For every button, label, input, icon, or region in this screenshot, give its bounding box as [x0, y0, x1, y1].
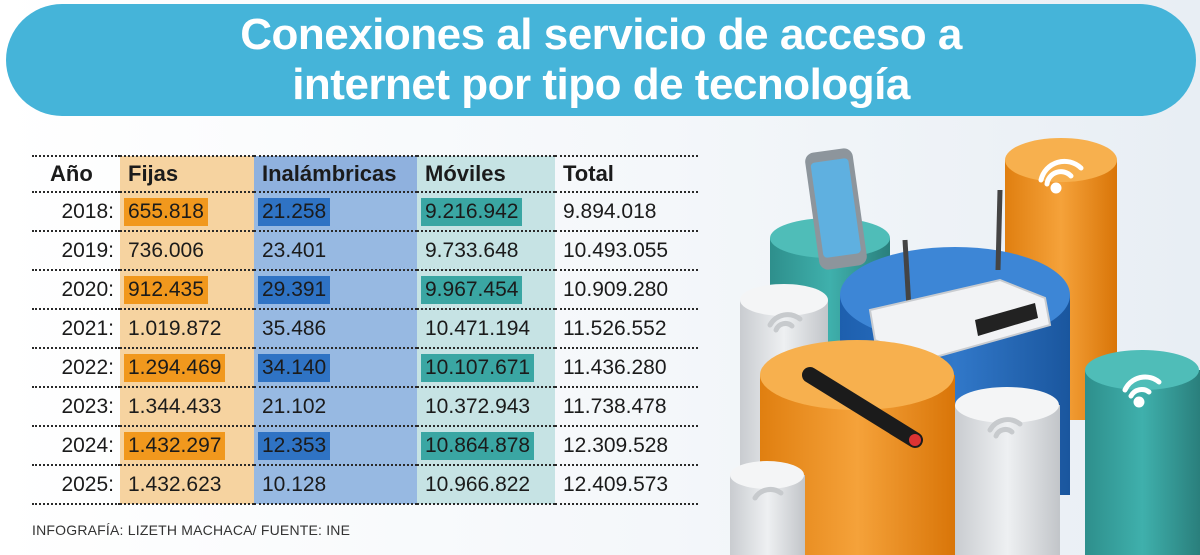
cell-inalambricas-value: 12.353: [258, 431, 331, 460]
header-moviles: Móviles: [417, 155, 555, 193]
cell-fijas: 1.432.623: [120, 465, 254, 505]
table-row: 2022: 1.294.469 34.140 10.107.671 11.436…: [32, 348, 698, 388]
cell-inalambricas: 12.353: [254, 426, 417, 466]
header-inalambricas: Inalámbricas: [254, 155, 417, 193]
table-row: 2020: 912.435 29.391 9.967.454 10.909.28…: [32, 270, 698, 310]
cell-moviles-value: 9.967.454: [421, 275, 523, 304]
cell-fijas: 1.019.872: [120, 309, 254, 349]
cell-total: 10.909.280: [555, 270, 698, 310]
cell-fijas: 736.006: [120, 231, 254, 271]
cell-inalambricas: 23.401: [254, 231, 417, 271]
header-fijas: Fijas: [120, 155, 254, 193]
cell-inalambricas: 29.391: [254, 270, 417, 310]
cylinder-grey-small: [730, 461, 805, 555]
cell-total: 11.738.478: [555, 387, 698, 427]
table-row: 2025: 1.432.623 10.128 10.966.822 12.409…: [32, 465, 698, 505]
cell-total: 12.409.573: [555, 465, 698, 505]
cell-fijas-value: 1.294.469: [124, 353, 226, 382]
credit-line: INFOGRAFÍA: LIZETH MACHACA/ FUENTE: INE: [32, 522, 351, 538]
cell-year: 2023:: [32, 387, 120, 427]
cell-year: 2025:: [32, 465, 120, 505]
cell-moviles: 10.107.671: [417, 348, 555, 388]
title-line-1: Conexiones al servicio de acceso a: [240, 10, 962, 59]
table-row: 2018: 655.818 21.258 9.216.942 9.894.018: [32, 192, 698, 232]
cell-year: 2021:: [32, 309, 120, 349]
header-total: Total: [555, 155, 698, 193]
cell-inalambricas-value: 29.391: [258, 275, 331, 304]
title-banner: Conexiones al servicio de acceso a inter…: [6, 4, 1196, 116]
cell-fijas: 1.344.433: [120, 387, 254, 427]
cylinder-teal-front: [1085, 350, 1200, 555]
cell-inalambricas: 21.258: [254, 192, 417, 232]
cell-fijas: 655.818: [120, 192, 254, 232]
wifi-icon: [1038, 158, 1084, 194]
cell-moviles-value: 9.216.942: [421, 197, 523, 226]
cell-moviles: 9.216.942: [417, 192, 555, 232]
cell-inalambricas-value: 21.258: [258, 197, 331, 226]
table-row: 2019: 736.006 23.401 9.733.648 10.493.05…: [32, 231, 698, 271]
cylinder-grey-right: [955, 387, 1060, 555]
cell-year: 2024:: [32, 426, 120, 466]
table-header-row: Año Fijas Inalámbricas Móviles Total: [32, 155, 698, 193]
cell-year: 2019:: [32, 231, 120, 271]
smartphone-icon: [805, 148, 867, 270]
cell-moviles: 10.966.822: [417, 465, 555, 505]
cell-inalambricas: 34.140: [254, 348, 417, 388]
cell-inalambricas: 35.486: [254, 309, 417, 349]
title-line-2: internet por tipo de tecnología: [292, 60, 910, 109]
wifi-icon: [1122, 374, 1162, 408]
cell-total: 11.436.280: [555, 348, 698, 388]
wifi-icon: [987, 417, 1023, 439]
cell-fijas: 1.294.469: [120, 348, 254, 388]
cell-year: 2018:: [32, 192, 120, 232]
cell-moviles: 9.733.648: [417, 231, 555, 271]
cell-moviles-value: 10.107.671: [421, 353, 535, 382]
cell-moviles-value: 10.864.878: [421, 431, 535, 460]
header-year: Año: [32, 155, 120, 193]
cell-inalambricas: 10.128: [254, 465, 417, 505]
cell-fijas-value: 1.432.297: [124, 431, 226, 460]
cell-total: 9.894.018: [555, 192, 698, 232]
connections-table: Año Fijas Inalámbricas Móviles Total 201…: [32, 155, 698, 505]
wifi-icon: [752, 487, 784, 501]
cell-moviles: 10.864.878: [417, 426, 555, 466]
router-icon: [868, 189, 1052, 362]
table-row: 2024: 1.432.297 12.353 10.864.878 12.309…: [32, 426, 698, 466]
cell-fijas-value: 912.435: [124, 275, 208, 304]
cell-moviles: 10.471.194: [417, 309, 555, 349]
cell-fijas: 912.435: [120, 270, 254, 310]
cell-fijas: 1.432.297: [120, 426, 254, 466]
cable-icon: [802, 367, 923, 448]
cell-total: 10.493.055: [555, 231, 698, 271]
cell-inalambricas-value: 34.140: [258, 353, 331, 382]
table-row: 2023: 1.344.433 21.102 10.372.943 11.738…: [32, 387, 698, 427]
cell-inalambricas: 21.102: [254, 387, 417, 427]
cell-total: 12.309.528: [555, 426, 698, 466]
table-row: 2021: 1.019.872 35.486 10.471.194 11.526…: [32, 309, 698, 349]
cell-year: 2020:: [32, 270, 120, 310]
cell-total: 11.526.552: [555, 309, 698, 349]
cell-moviles: 9.967.454: [417, 270, 555, 310]
wifi-icon: [767, 312, 803, 333]
cell-year: 2022:: [32, 348, 120, 388]
cell-fijas-value: 655.818: [124, 197, 208, 226]
cell-moviles: 10.372.943: [417, 387, 555, 427]
technology-illustration: [730, 138, 1200, 555]
